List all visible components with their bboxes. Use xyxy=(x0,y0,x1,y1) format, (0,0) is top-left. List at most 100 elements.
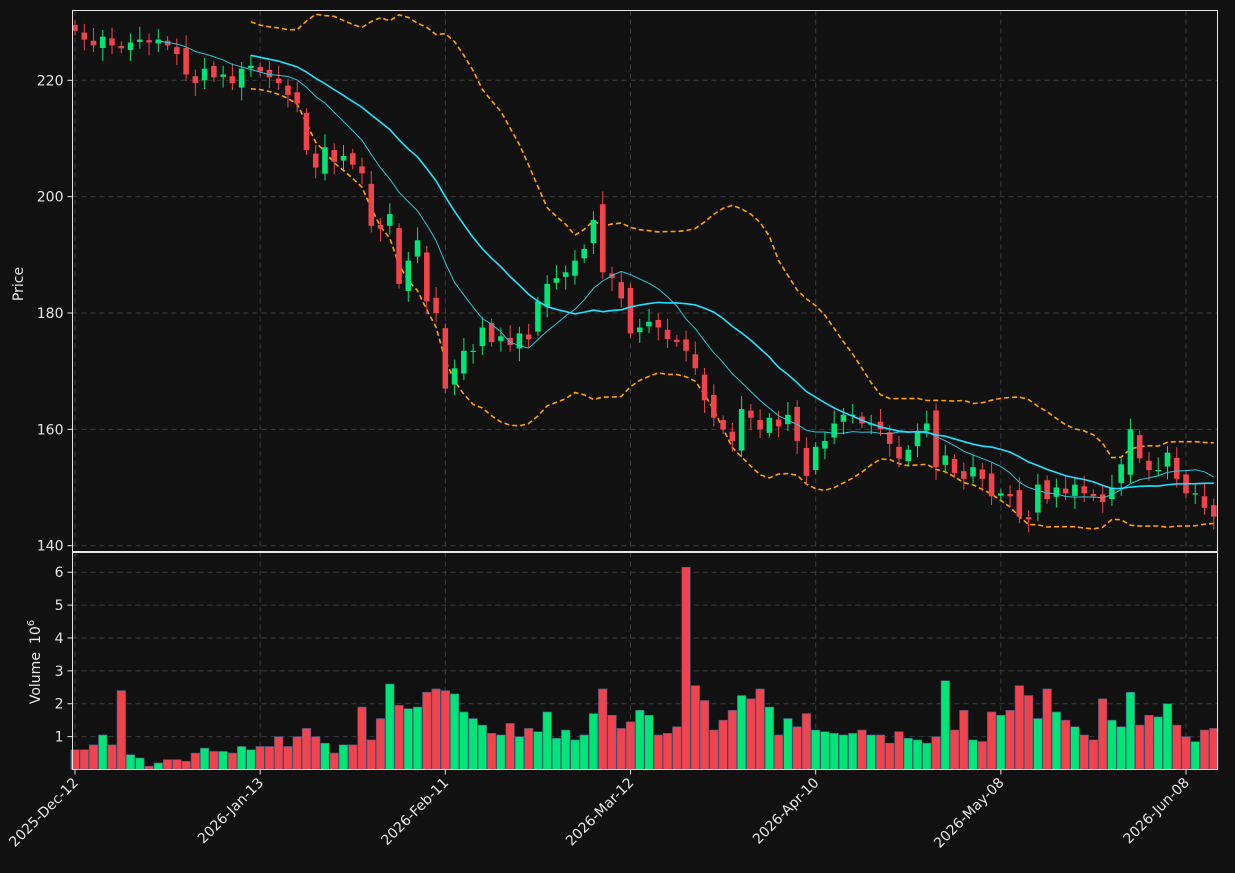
date-axis: 2025-Dec-12 2026-Jan-13 2026-Feb-11 2026-Ma… xyxy=(6,769,1193,852)
volume-bar-59 xyxy=(616,728,626,770)
candle-body-63 xyxy=(655,319,662,328)
volume-tick-label-1: 2 xyxy=(55,697,64,713)
volume-bar-84 xyxy=(848,733,858,770)
candle-58 xyxy=(609,266,615,291)
candle-body-104 xyxy=(1035,484,1041,513)
volume-bar-21 xyxy=(264,746,274,770)
candle-body-112 xyxy=(1109,487,1115,500)
volume-bar-111 xyxy=(1098,698,1108,770)
volume-bar-24 xyxy=(292,736,302,770)
ma-long-line xyxy=(250,54,1214,490)
volume-bar-9 xyxy=(153,762,163,770)
volume-bar-15 xyxy=(209,751,219,770)
volume-bar-62 xyxy=(644,714,654,770)
candle-93 xyxy=(933,403,939,480)
volume-bar-58 xyxy=(607,714,617,770)
date-tick-label-0: 2025-Dec-12 xyxy=(6,775,81,850)
candle-39 xyxy=(433,287,439,322)
candle-70 xyxy=(720,415,726,434)
candle-body-88 xyxy=(886,432,893,444)
candle-body-79 xyxy=(803,447,810,476)
candle-body-39 xyxy=(433,297,439,313)
candle-body-56 xyxy=(590,219,597,244)
candle-body-53 xyxy=(562,272,569,277)
candle-body-100 xyxy=(998,493,1004,496)
moving-averages xyxy=(158,40,1215,499)
candle-67 xyxy=(692,341,699,375)
candle-111 xyxy=(1099,485,1106,513)
volume-bar-80 xyxy=(811,729,821,770)
candle-54 xyxy=(572,249,578,285)
volume-bar-10 xyxy=(163,759,173,770)
volume-bar-112 xyxy=(1107,719,1117,770)
volume-bar-72 xyxy=(737,695,747,770)
candle-body-44 xyxy=(479,327,486,347)
volume-bar-123 xyxy=(1209,728,1219,770)
candle-body-98 xyxy=(979,469,986,479)
volume-bar-74 xyxy=(755,688,765,770)
date-tick-label-1: 2026-Jan-13 xyxy=(195,775,267,847)
candle-96 xyxy=(961,462,967,490)
volume-axis-label-base: 10 xyxy=(28,626,44,644)
price-tick-label-4: 220 xyxy=(37,73,64,89)
candle-body-11 xyxy=(174,47,180,55)
candle-body-8 xyxy=(146,40,152,43)
candle-body-21 xyxy=(266,69,273,78)
volume-tick-label-2: 3 xyxy=(55,664,64,680)
volume-bar-37 xyxy=(412,706,423,770)
candle-123 xyxy=(1210,498,1217,530)
candle-0 xyxy=(72,20,78,36)
volume-bar-101 xyxy=(1005,710,1015,770)
candle-31 xyxy=(359,157,365,185)
candle-body-119 xyxy=(1173,457,1180,479)
volume-bar-116 xyxy=(1144,714,1154,770)
candle-body-6 xyxy=(127,42,134,51)
candle-body-95 xyxy=(951,459,958,473)
candle-32 xyxy=(368,171,375,233)
candle-body-65 xyxy=(674,339,680,343)
candle-61 xyxy=(636,318,643,343)
candle-body-43 xyxy=(470,350,476,353)
candle-16 xyxy=(220,65,226,88)
candle-10 xyxy=(164,36,171,51)
candle-30 xyxy=(349,148,356,170)
date-tick-label-3: 2026-Mar-12 xyxy=(563,775,637,849)
volume-bar-57 xyxy=(598,688,608,770)
candle-97 xyxy=(970,454,976,484)
candle-68 xyxy=(701,367,708,414)
candle-body-115 xyxy=(1136,435,1143,459)
candle-20 xyxy=(257,62,263,77)
candle-body-99 xyxy=(988,473,995,497)
volume-bar-50 xyxy=(533,731,543,770)
volume-bar-51 xyxy=(542,711,552,770)
candle-body-0 xyxy=(72,25,78,31)
candle-1 xyxy=(81,23,88,51)
candle-5 xyxy=(118,41,125,53)
candle-body-32 xyxy=(368,183,375,226)
candle-24 xyxy=(294,81,300,113)
candle-body-4 xyxy=(109,38,115,46)
volume-bar-53 xyxy=(561,729,571,770)
volume-bar-76 xyxy=(774,734,784,770)
candle-37 xyxy=(414,227,421,264)
volume-bar-46 xyxy=(496,734,506,770)
candle-15 xyxy=(211,61,217,83)
candle-body-113 xyxy=(1118,464,1124,483)
candle-33 xyxy=(377,218,384,242)
volume-bar-95 xyxy=(949,729,960,770)
volume-tick-label-4: 5 xyxy=(55,598,64,614)
volume-bar-39 xyxy=(431,688,441,770)
candle-body-51 xyxy=(544,283,550,307)
candle-119 xyxy=(1173,447,1180,488)
candle-118 xyxy=(1164,445,1171,480)
candle-103 xyxy=(1025,510,1032,533)
candle-body-41 xyxy=(451,368,458,385)
candle-100 xyxy=(998,488,1004,501)
candle-body-118 xyxy=(1164,452,1171,467)
volume-bar-115 xyxy=(1135,724,1145,770)
volume-bar-38 xyxy=(422,691,432,770)
candle-23 xyxy=(285,78,291,108)
candle-35 xyxy=(396,223,402,289)
candle-63 xyxy=(655,313,662,341)
candle-body-37 xyxy=(414,240,421,257)
